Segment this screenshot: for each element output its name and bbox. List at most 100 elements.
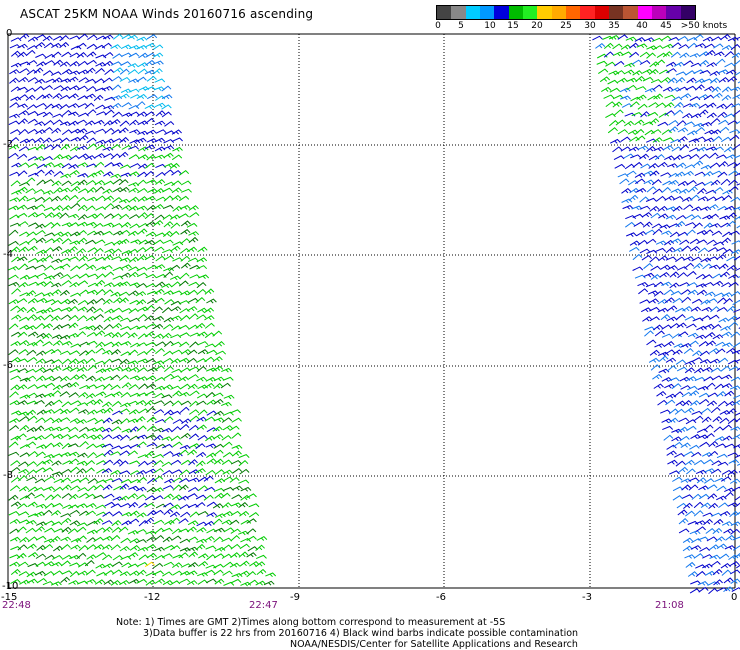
wind-barb	[16, 298, 28, 304]
wind-barb	[95, 104, 106, 110]
wind-barb	[8, 349, 19, 356]
wind-barb	[665, 399, 676, 406]
wind-barb	[95, 368, 107, 374]
wind-barb	[230, 409, 241, 414]
wind-barb	[724, 51, 735, 58]
wind-barb	[673, 343, 685, 348]
wind-barb	[18, 246, 29, 253]
wind-barb	[655, 240, 667, 246]
wind-barb	[154, 137, 166, 143]
wind-barb	[52, 245, 63, 252]
wind-barb	[10, 62, 22, 68]
wind-barb	[727, 161, 738, 167]
wind-barb	[76, 526, 87, 533]
legend-swatch	[522, 6, 538, 19]
wind-barb	[708, 450, 719, 457]
wind-barb	[153, 459, 164, 466]
wind-barb	[726, 212, 737, 219]
wind-barb	[222, 376, 234, 381]
wind-barb	[726, 220, 737, 227]
wind-barb	[707, 392, 719, 398]
wind-barb	[77, 402, 89, 407]
wind-barb	[714, 477, 726, 483]
wind-barb	[620, 95, 631, 101]
wind-barb	[121, 34, 133, 40]
wind-barb	[76, 503, 88, 509]
wind-barb	[136, 205, 148, 211]
wind-barb	[111, 419, 123, 425]
wind-barb	[222, 510, 234, 517]
wind-barb	[179, 477, 190, 484]
wind-barb	[146, 406, 156, 413]
wind-barb	[112, 322, 123, 329]
wind-barb	[719, 553, 730, 560]
wind-barb	[25, 375, 37, 381]
wind-barb	[222, 486, 234, 492]
wind-barb	[44, 494, 55, 501]
wind-barb	[138, 460, 148, 467]
wind-barb	[713, 579, 723, 586]
wind-barb	[717, 461, 729, 467]
wind-barb	[154, 578, 166, 584]
wind-barb	[130, 163, 141, 168]
wind-barb	[112, 266, 124, 272]
wind-barb	[693, 510, 704, 517]
wind-barb	[726, 305, 737, 313]
wind-barb	[94, 426, 106, 432]
wind-barb	[172, 570, 183, 576]
wind-barb	[709, 70, 721, 76]
wind-barb	[170, 306, 182, 312]
wind-barb	[153, 427, 165, 433]
wind-barb	[189, 400, 200, 407]
wind-barb	[180, 290, 191, 296]
wind-barb	[612, 94, 624, 100]
wind-barb	[641, 212, 653, 218]
wind-barb	[60, 451, 72, 457]
wind-barb	[624, 62, 635, 68]
wind-barb	[113, 297, 123, 304]
wind-barb	[716, 453, 728, 459]
wind-barb	[706, 298, 718, 304]
wind-barb	[629, 240, 641, 246]
wind-barb	[731, 249, 740, 255]
wind-barb	[621, 187, 632, 194]
wind-barb	[698, 485, 709, 491]
wind-barb	[59, 35, 70, 42]
wind-barb	[728, 321, 739, 328]
wind-barb	[700, 299, 711, 305]
wind-barb	[204, 356, 215, 363]
wind-barb	[111, 349, 121, 356]
wind-barb	[44, 527, 55, 533]
wind-barb	[229, 519, 240, 526]
wind-barb	[623, 69, 635, 75]
wind-barb	[688, 138, 700, 143]
wind-barb	[136, 179, 147, 186]
wind-barb	[76, 248, 87, 255]
wind-barb	[36, 577, 48, 584]
wind-barb	[615, 119, 626, 126]
wind-barb	[19, 231, 30, 237]
wind-barb	[204, 535, 215, 542]
wind-barb	[671, 333, 682, 339]
wind-barb	[635, 86, 647, 91]
wind-barb	[695, 526, 706, 533]
wind-barb	[634, 36, 646, 42]
wind-barb	[112, 366, 124, 372]
wind-barb	[86, 340, 98, 346]
wind-barb	[27, 501, 38, 508]
wind-barb	[725, 69, 737, 75]
wind-barb	[717, 111, 728, 118]
wind-barb	[679, 239, 690, 245]
wind-barb	[709, 358, 721, 364]
wind-barb	[102, 443, 114, 448]
wind-barb	[53, 154, 64, 160]
wind-barb	[70, 544, 81, 550]
wind-barb	[712, 135, 723, 142]
wind-barb	[215, 350, 227, 356]
wind-barb	[204, 288, 215, 295]
wind-barb	[70, 45, 82, 50]
wind-barb	[170, 435, 181, 442]
wind-barb	[648, 298, 659, 304]
wind-barb	[52, 93, 63, 99]
wind-barb	[657, 121, 669, 127]
